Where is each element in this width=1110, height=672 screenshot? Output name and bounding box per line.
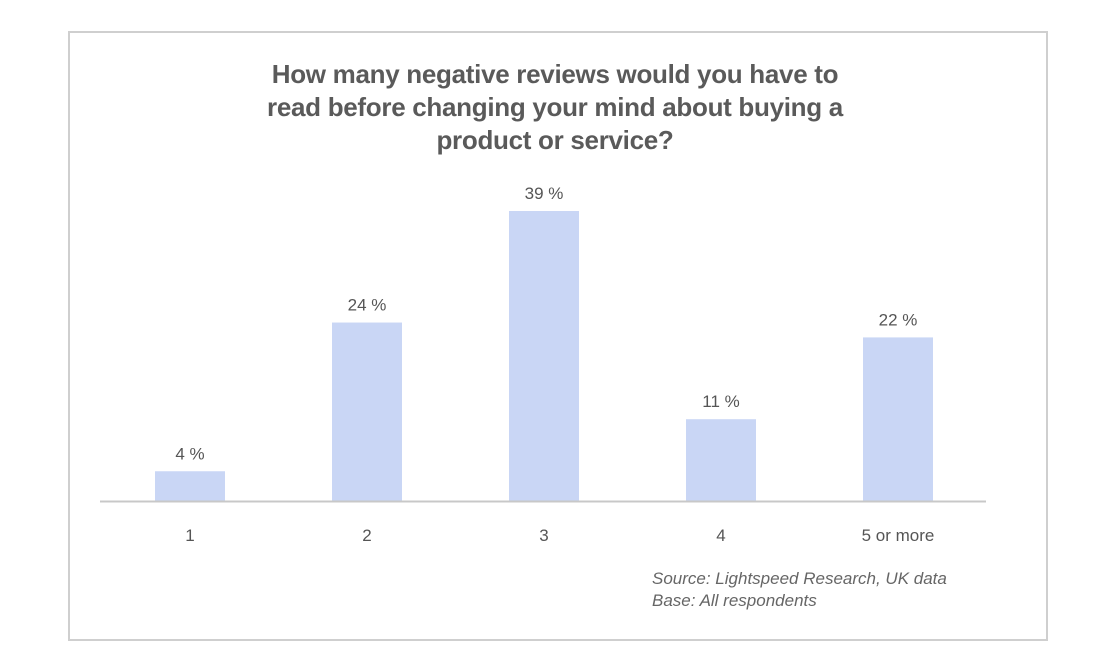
chart-frame [68,31,1048,641]
x-tick-label: 3 [539,526,548,545]
x-tick-label: 2 [362,526,371,545]
bar [509,211,579,501]
bar [686,419,756,501]
x-tick-label: 1 [185,526,194,545]
bar [332,322,402,501]
chart-title-line: product or service? [436,125,674,155]
bar [155,471,225,501]
chart-title-line: How many negative reviews would you have… [271,59,839,89]
source-note: Source: Lightspeed Research, UK data [652,569,947,588]
base-note: Base: All respondents [652,591,817,610]
data-label: 11 % [702,392,740,411]
data-label: 39 % [525,184,564,203]
data-label: 24 % [348,296,387,315]
bar [863,337,933,501]
data-label: 22 % [879,310,918,329]
chart-title: How many negative reviews would you have… [0,58,1110,157]
data-label: 4 % [175,444,204,463]
chart-title-line: read before changing your mind about buy… [267,92,843,122]
x-tick-label: 5 or more [862,526,935,545]
x-tick-label: 4 [716,526,725,545]
